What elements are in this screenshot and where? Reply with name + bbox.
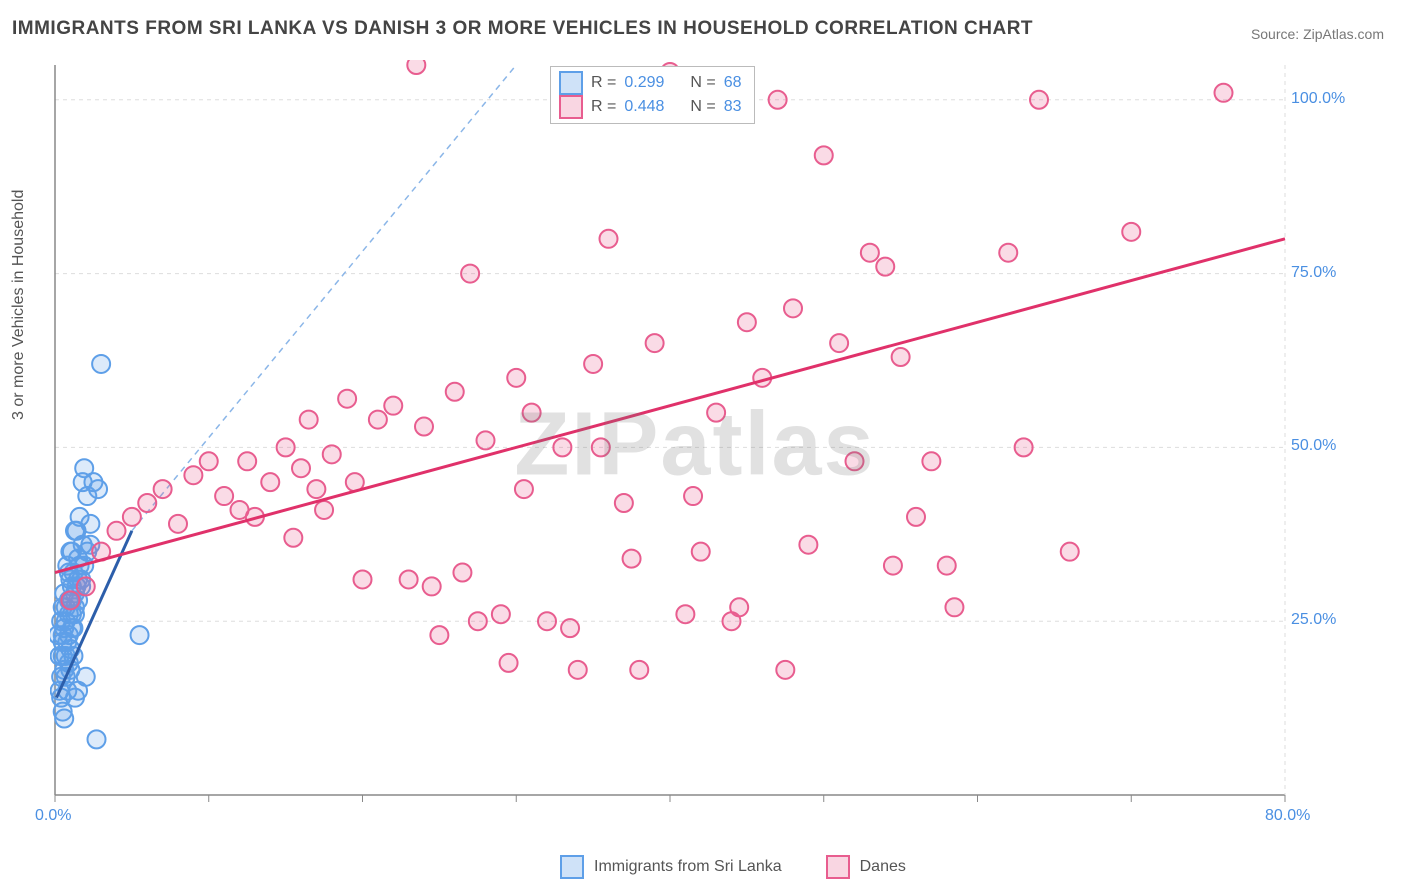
y-tick-label: 100.0%	[1291, 90, 1345, 108]
n-value: 83	[724, 98, 742, 116]
plot-area: ZIPatlas R = 0.299 N = 68 R = 0.448 N = …	[50, 60, 1340, 830]
swatch-series2	[826, 855, 850, 879]
y-axis-label: 3 or more Vehicles in Household	[10, 190, 28, 420]
n-value: 68	[724, 74, 742, 92]
source-credit: Source: ZipAtlas.com	[1251, 26, 1384, 42]
x-tick-label: 0.0%	[35, 807, 71, 825]
scatter-plot	[50, 60, 1340, 830]
legend-label: Immigrants from Sri Lanka	[594, 858, 782, 876]
swatch-series1	[560, 855, 584, 879]
x-legend: Immigrants from Sri Lanka Danes	[560, 855, 906, 879]
n-label: N =	[690, 98, 715, 116]
y-tick-label: 75.0%	[1291, 264, 1336, 282]
r-label: R =	[591, 98, 616, 116]
x-tick-label: 80.0%	[1265, 807, 1310, 825]
stats-row: R = 0.448 N = 83	[559, 95, 742, 119]
stats-row: R = 0.299 N = 68	[559, 71, 742, 95]
y-tick-label: 50.0%	[1291, 437, 1336, 455]
swatch-series1	[559, 71, 583, 95]
y-tick-label: 25.0%	[1291, 611, 1336, 629]
chart-title: IMMIGRANTS FROM SRI LANKA VS DANISH 3 OR…	[12, 18, 1033, 40]
r-value: 0.299	[624, 74, 664, 92]
r-value: 0.448	[624, 98, 664, 116]
n-label: N =	[690, 74, 715, 92]
swatch-series2	[559, 95, 583, 119]
r-label: R =	[591, 74, 616, 92]
legend-label: Danes	[860, 858, 906, 876]
stats-box: R = 0.299 N = 68 R = 0.448 N = 83	[550, 66, 755, 124]
